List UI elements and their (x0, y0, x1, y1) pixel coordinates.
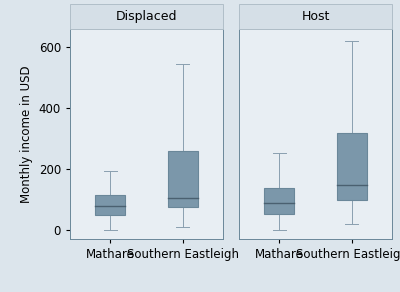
FancyBboxPatch shape (239, 4, 392, 29)
Bar (168, 151, 198, 207)
FancyBboxPatch shape (70, 4, 223, 29)
Text: Host: Host (301, 10, 330, 23)
Y-axis label: Monthly income in USD: Monthly income in USD (20, 65, 33, 203)
Bar (337, 133, 367, 200)
Bar (264, 188, 294, 213)
Bar (95, 195, 125, 215)
Text: Displaced: Displaced (116, 10, 177, 23)
